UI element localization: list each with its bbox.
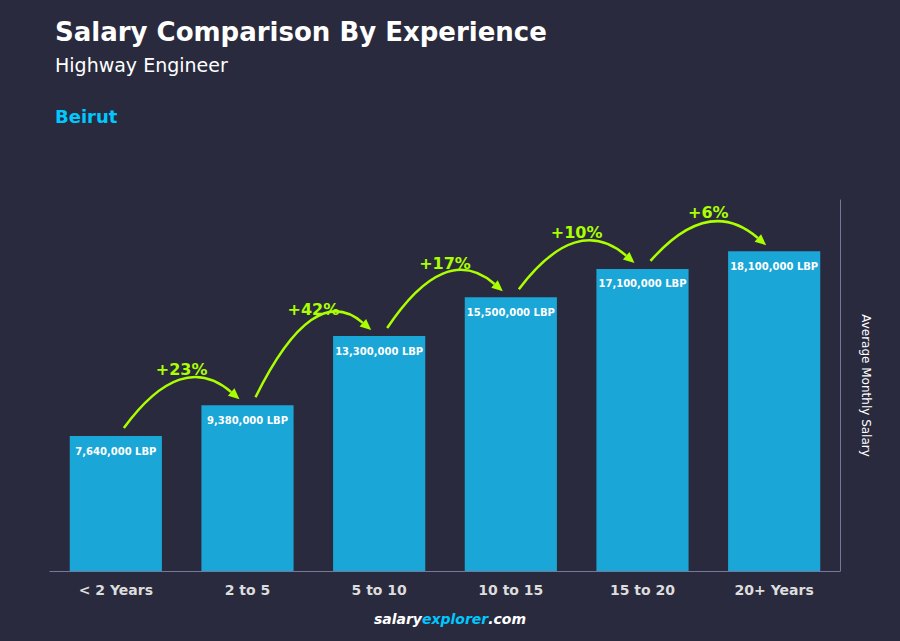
svg-text:+17%: +17% [419,254,471,273]
svg-text:+10%: +10% [551,223,603,242]
svg-text:Highway Engineer: Highway Engineer [55,54,228,76]
svg-text:.com: .com [488,611,526,627]
svg-text:9,380,000 LBP: 9,380,000 LBP [207,415,288,426]
svg-text:+23%: +23% [156,360,208,379]
svg-text:5 to 10: 5 to 10 [352,582,408,598]
svg-text:explorer: explorer [422,611,489,627]
svg-text:7,640,000 LBP: 7,640,000 LBP [75,446,156,457]
svg-text:10 to 15: 10 to 15 [478,582,543,598]
svg-text:18,100,000 LBP: 18,100,000 LBP [730,261,818,272]
svg-text:15 to 20: 15 to 20 [610,582,675,598]
svg-text:salary: salary [374,611,423,627]
svg-text:+42%: +42% [287,300,339,319]
svg-text:15,500,000 LBP: 15,500,000 LBP [467,307,555,318]
svg-text:Salary Comparison By Experienc: Salary Comparison By Experience [55,17,547,47]
svg-text:< 2 Years: < 2 Years [79,582,153,598]
svg-text:+6%: +6% [688,203,729,222]
svg-text:2 to 5: 2 to 5 [225,582,271,598]
svg-text:Beirut: Beirut [55,106,118,127]
svg-text:Average Monthly Salary: Average Monthly Salary [859,314,873,457]
svg-text:17,100,000 LBP: 17,100,000 LBP [598,278,686,289]
svg-text:13,300,000 LBP: 13,300,000 LBP [335,346,423,357]
svg-text:20+ Years: 20+ Years [735,582,814,598]
